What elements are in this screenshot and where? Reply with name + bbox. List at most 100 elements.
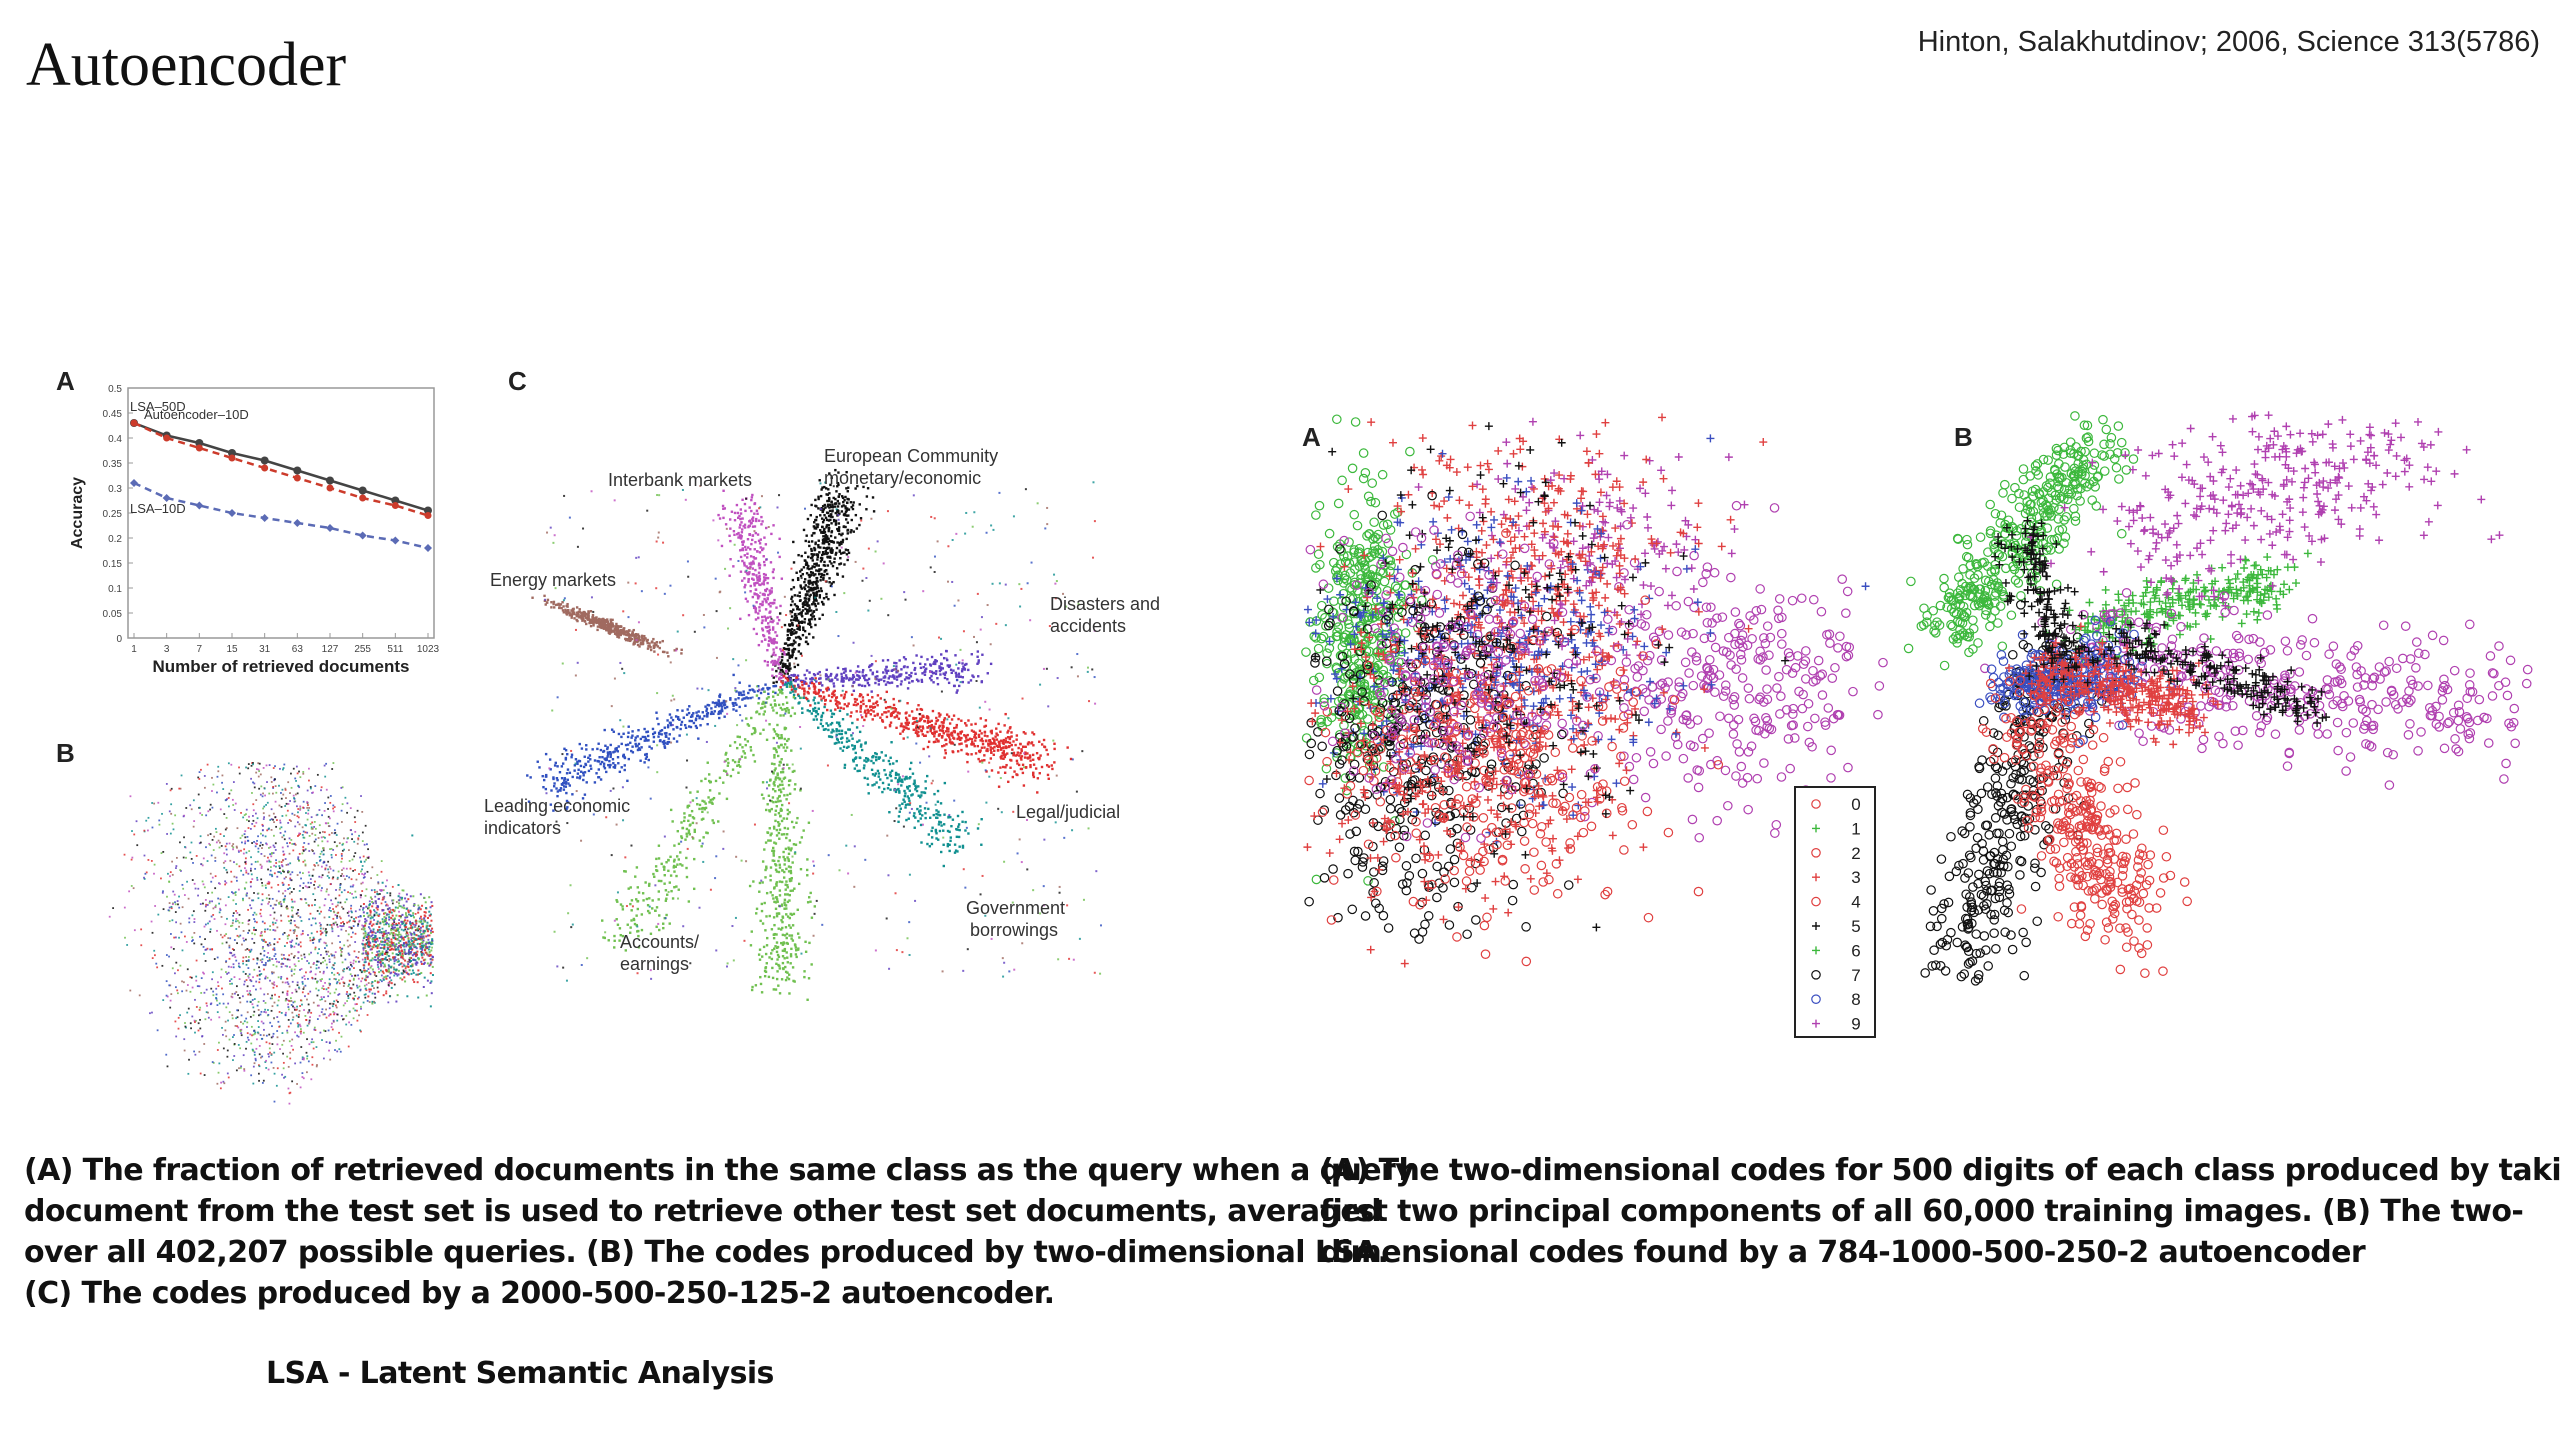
- lsa-point: [192, 799, 195, 802]
- lsa-point: [199, 935, 201, 938]
- lsa-point: [276, 1067, 279, 1070]
- lsa-point: [421, 925, 424, 928]
- lsa-point: [412, 914, 414, 917]
- doc-point: [792, 561, 796, 564]
- lsa-point: [211, 948, 214, 950]
- doc-point: [767, 692, 770, 696]
- lsa-point: [393, 946, 396, 949]
- lsa-point: [400, 956, 403, 959]
- doc-point: [781, 655, 784, 659]
- doc-point: [969, 679, 973, 682]
- doc-point: [617, 745, 620, 748]
- lsa-point: [305, 1051, 308, 1054]
- lsa-point: [320, 980, 322, 982]
- lsa-point: [416, 950, 419, 953]
- doc-point: [829, 483, 832, 487]
- lsa-point: [399, 977, 402, 980]
- lsa-point: [404, 980, 407, 983]
- lsa-point: [397, 960, 400, 963]
- lsa-point: [366, 975, 369, 978]
- doc-point: [805, 534, 808, 537]
- doc-point: [838, 549, 842, 552]
- lsa-point: [230, 925, 232, 927]
- data-point: [293, 474, 301, 482]
- lsa-point: [169, 999, 172, 1002]
- lsa-point: [224, 1029, 227, 1032]
- lsa-point: [358, 908, 361, 911]
- lsa-point: [225, 848, 228, 851]
- lsa-point: [419, 931, 422, 934]
- lsa-point: [202, 857, 205, 860]
- lsa-point: [274, 816, 277, 819]
- doc-point: [836, 481, 840, 485]
- doc-point: [829, 515, 833, 518]
- lsa-point: [358, 834, 360, 837]
- lsa-point: [388, 925, 391, 928]
- lsa-point: [268, 897, 271, 900]
- lsa-point: [319, 1031, 322, 1034]
- lsa-point: [284, 858, 287, 860]
- lsa-point: [197, 894, 199, 897]
- doc-point: [744, 597, 748, 600]
- lsa-point: [348, 993, 351, 996]
- data-point: [195, 444, 203, 452]
- lsa-point: [244, 949, 247, 951]
- lsa-point: [249, 1000, 252, 1003]
- lsa-point: [197, 1022, 200, 1025]
- lsa-point: [332, 876, 335, 879]
- lsa-point: [245, 894, 248, 897]
- doc-point: [844, 505, 847, 508]
- lsa-point: [412, 978, 415, 981]
- lsa-point: [430, 949, 433, 952]
- lsa-point: [354, 852, 357, 854]
- lsa-point: [239, 1067, 242, 1069]
- doc-point: [749, 696, 752, 700]
- doc-point: [886, 658, 890, 662]
- lsa-point: [341, 873, 344, 875]
- doc-point: [780, 659, 784, 662]
- lsa-point: [272, 852, 275, 854]
- doc-point: [573, 764, 577, 767]
- lsa-point: [191, 940, 193, 943]
- lsa-point: [249, 1033, 252, 1036]
- lsa-point: [397, 942, 400, 945]
- lsa-point: [230, 789, 233, 792]
- lsa-point: [136, 844, 139, 847]
- lsa-point: [430, 961, 433, 964]
- lsa-point: [292, 794, 295, 797]
- lsa-point: [367, 941, 370, 944]
- doc-point: [981, 653, 984, 656]
- lsa-point: [282, 1052, 284, 1055]
- lsa-point: [376, 986, 379, 989]
- x-axis-label: Number of retrieved documents: [153, 657, 410, 676]
- doc-point: [803, 586, 806, 589]
- doc-point: [651, 732, 655, 736]
- doc-point: [816, 558, 819, 561]
- lsa-point: [377, 959, 380, 962]
- doc-point: [808, 588, 811, 591]
- doc-point: [761, 548, 764, 552]
- lsa-point: [401, 978, 404, 981]
- lsa-point: [298, 986, 300, 989]
- lsa-point: [204, 905, 207, 908]
- citation: Hinton, Salakhutdinov; 2006, Science 313…: [1917, 26, 2540, 58]
- lsa-point: [369, 917, 372, 920]
- lsa-point: [238, 925, 240, 928]
- doc-point: [893, 677, 896, 680]
- doc-point: [795, 678, 798, 681]
- lsa-point: [239, 1030, 242, 1033]
- lsa-point: [201, 864, 204, 867]
- doc-point: [828, 492, 831, 495]
- lsa-point: [160, 877, 162, 880]
- lsa-point: [194, 1053, 197, 1056]
- lsa-point: [361, 952, 364, 955]
- lsa-point: [328, 817, 331, 820]
- lsa-point: [266, 976, 269, 979]
- lsa-point: [308, 874, 311, 877]
- lsa-point: [247, 976, 250, 979]
- doc-point: [747, 613, 751, 617]
- lsa-point: [243, 1068, 246, 1070]
- doc-point: [764, 578, 767, 581]
- lsa-point: [307, 881, 310, 884]
- lsa-point: [321, 1039, 323, 1041]
